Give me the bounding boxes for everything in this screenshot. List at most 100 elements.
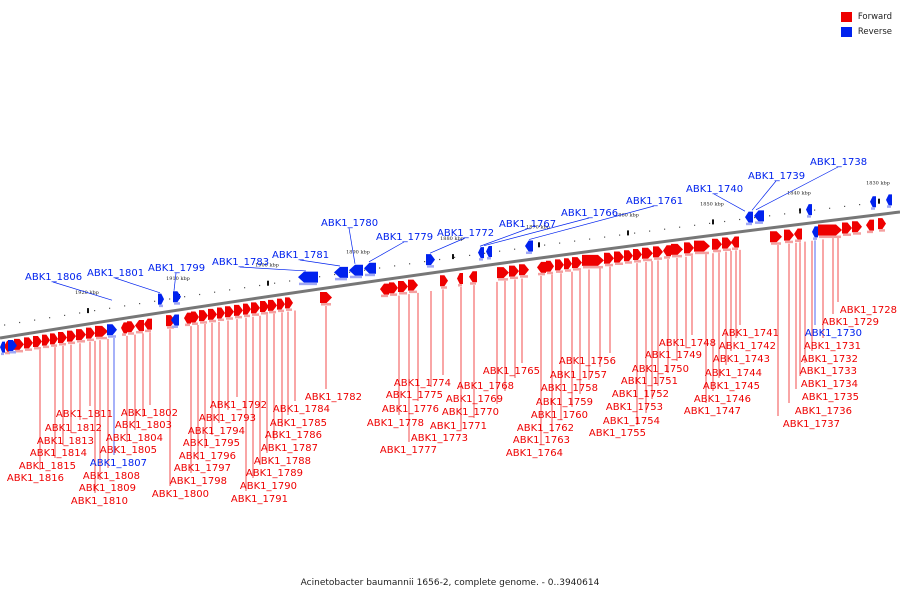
forward-gene-arrow	[398, 281, 408, 293]
gene-label: ABK1_1751	[621, 376, 678, 387]
forward-gene-arrow-shadow	[605, 263, 613, 267]
forward-gene-arrow	[469, 271, 477, 283]
gene-label: ABK1_1731	[804, 341, 861, 352]
forward-gene-arrow-shadow	[278, 309, 284, 313]
forward-gene-arrow	[217, 307, 225, 319]
ruler-dot	[469, 254, 471, 256]
forward-gene-arrow	[76, 329, 86, 341]
ruler-tick-label: 1830 kbp	[866, 181, 890, 187]
forward-gene-arrow-shadow	[192, 322, 198, 325]
forward-gene-arrow	[794, 228, 802, 240]
gene-label: ABK1_1759	[536, 397, 593, 408]
forward-gene-arrow-shadow	[399, 292, 407, 295]
ruler-dot	[679, 226, 681, 228]
gene-label: ABK1_1783	[212, 257, 269, 268]
gene-label: ABK1_1750	[632, 364, 689, 375]
gene-label: ABK1_1779	[376, 232, 433, 243]
ruler-dot	[349, 271, 351, 273]
ruler-dot	[199, 293, 201, 296]
forward-gene-arrow-shadow	[643, 258, 652, 262]
gene-label: ABK1_1794	[188, 426, 245, 437]
forward-gene-arrow-shadow	[59, 342, 66, 346]
gene-label: ABK1_1741	[722, 328, 779, 339]
gene-label: ABK1_1800	[152, 489, 209, 500]
forward-gene-arrow-shadow	[625, 261, 632, 264]
forward-gene-arrow	[67, 330, 76, 342]
gene-label: ABK1_1816	[7, 473, 64, 484]
gene-label: ABK1_1805	[100, 445, 157, 456]
reverse-gene-arrow-shadow	[755, 221, 763, 224]
gene-label: ABK1_1754	[603, 416, 660, 427]
forward-gene-arrow-shadow	[218, 318, 224, 322]
gene-leader-line	[173, 272, 177, 291]
reverse-gene-arrow-shadow	[427, 265, 434, 268]
ruler-tick-label: 1900 kbp	[255, 263, 279, 269]
gene-label: ABK1_1772	[437, 228, 494, 239]
reverse-gene-arrow	[173, 291, 181, 303]
gene-label: ABK1_1792	[210, 400, 267, 411]
gene-label: ABK1_1735	[802, 392, 859, 403]
ruler-dot	[409, 263, 411, 265]
forward-gene-arrow	[537, 261, 546, 273]
forward-gene-arrow-shadow	[654, 257, 662, 260]
forward-gene-arrow-shadow	[261, 312, 268, 315]
gene-label: ABK1_1739	[748, 171, 805, 182]
forward-gene-arrow	[144, 318, 152, 330]
legend: Forward Reverse	[840, 9, 892, 39]
ruler-dot	[439, 258, 441, 261]
forward-gene-arrow-shadow	[145, 329, 151, 333]
forward-gene-arrow-shadow	[510, 276, 518, 280]
forward-gene-arrow	[14, 338, 24, 350]
forward-gene-arrow	[127, 321, 135, 333]
forward-gene-arrow	[519, 264, 529, 276]
ruler-dot	[709, 222, 711, 224]
ruler-dot	[829, 207, 831, 209]
ruler-dot	[424, 261, 426, 263]
gene-label: ABK1_1803	[115, 420, 172, 431]
forward-gene-arrow	[243, 303, 251, 315]
reverse-gene-arrow	[486, 246, 492, 258]
forward-gene-arrow-shadow	[244, 314, 250, 318]
ruler-dot	[559, 242, 561, 244]
forward-gene-arrow-shadow	[843, 233, 851, 236]
gene-label: ABK1_1745	[703, 381, 760, 392]
gene-label: ABK1_1790	[240, 481, 297, 492]
forward-gene-arrow-shadow	[556, 270, 563, 273]
forward-gene-arrow-shadow	[5, 351, 10, 355]
ruler-tick-label: 1860 kbp	[615, 212, 639, 218]
gene-label: ABK1_1753	[606, 402, 663, 413]
ruler-dot	[169, 298, 171, 300]
reverse-gene-arrow	[298, 271, 318, 283]
gene-label: ABK1_1810	[71, 496, 128, 507]
ruler-dot	[34, 319, 36, 321]
gene-label: ABK1_1747	[684, 406, 741, 417]
gene-label: ABK1_1737	[783, 419, 840, 430]
reverse-gene-arrow-shadow	[174, 302, 180, 305]
gene-label: ABK1_1748	[659, 338, 716, 349]
forward-gene-arrow-shadow	[34, 346, 41, 350]
ruler-dots	[4, 200, 891, 326]
forward-gene-arrow	[624, 250, 633, 262]
ruler-dot	[769, 215, 771, 217]
ruler-tick-mark	[267, 280, 269, 286]
forward-gene-arrow	[866, 219, 874, 231]
gene-label: ABK1_1757	[550, 370, 607, 381]
forward-gene-arrow-shadow	[122, 333, 126, 336]
gene-label: ABK1_1746	[694, 394, 751, 405]
forward-gene-arrow-shadow	[795, 239, 801, 243]
gene-label: ABK1_1813	[37, 436, 94, 447]
reverse-gene-arrow-shadow	[350, 275, 362, 279]
ruler-dot	[784, 213, 786, 215]
reverse-gene-arrow-shadow	[108, 335, 116, 338]
forward-gene-arrow-shadow	[685, 253, 693, 256]
ruler-dot	[859, 204, 861, 206]
forward-gene-arrow	[712, 238, 722, 250]
gene-label: ABK1_1766	[561, 208, 618, 219]
forward-gene-arrow	[878, 218, 886, 230]
ruler-dot	[214, 291, 216, 293]
forward-gene-arrow	[234, 304, 243, 316]
forward-gene-arrow	[818, 224, 842, 236]
reverse-gene-arrow	[806, 204, 812, 216]
forward-gene-arrow	[380, 283, 389, 295]
gene-label: ABK1_1774	[394, 378, 451, 389]
